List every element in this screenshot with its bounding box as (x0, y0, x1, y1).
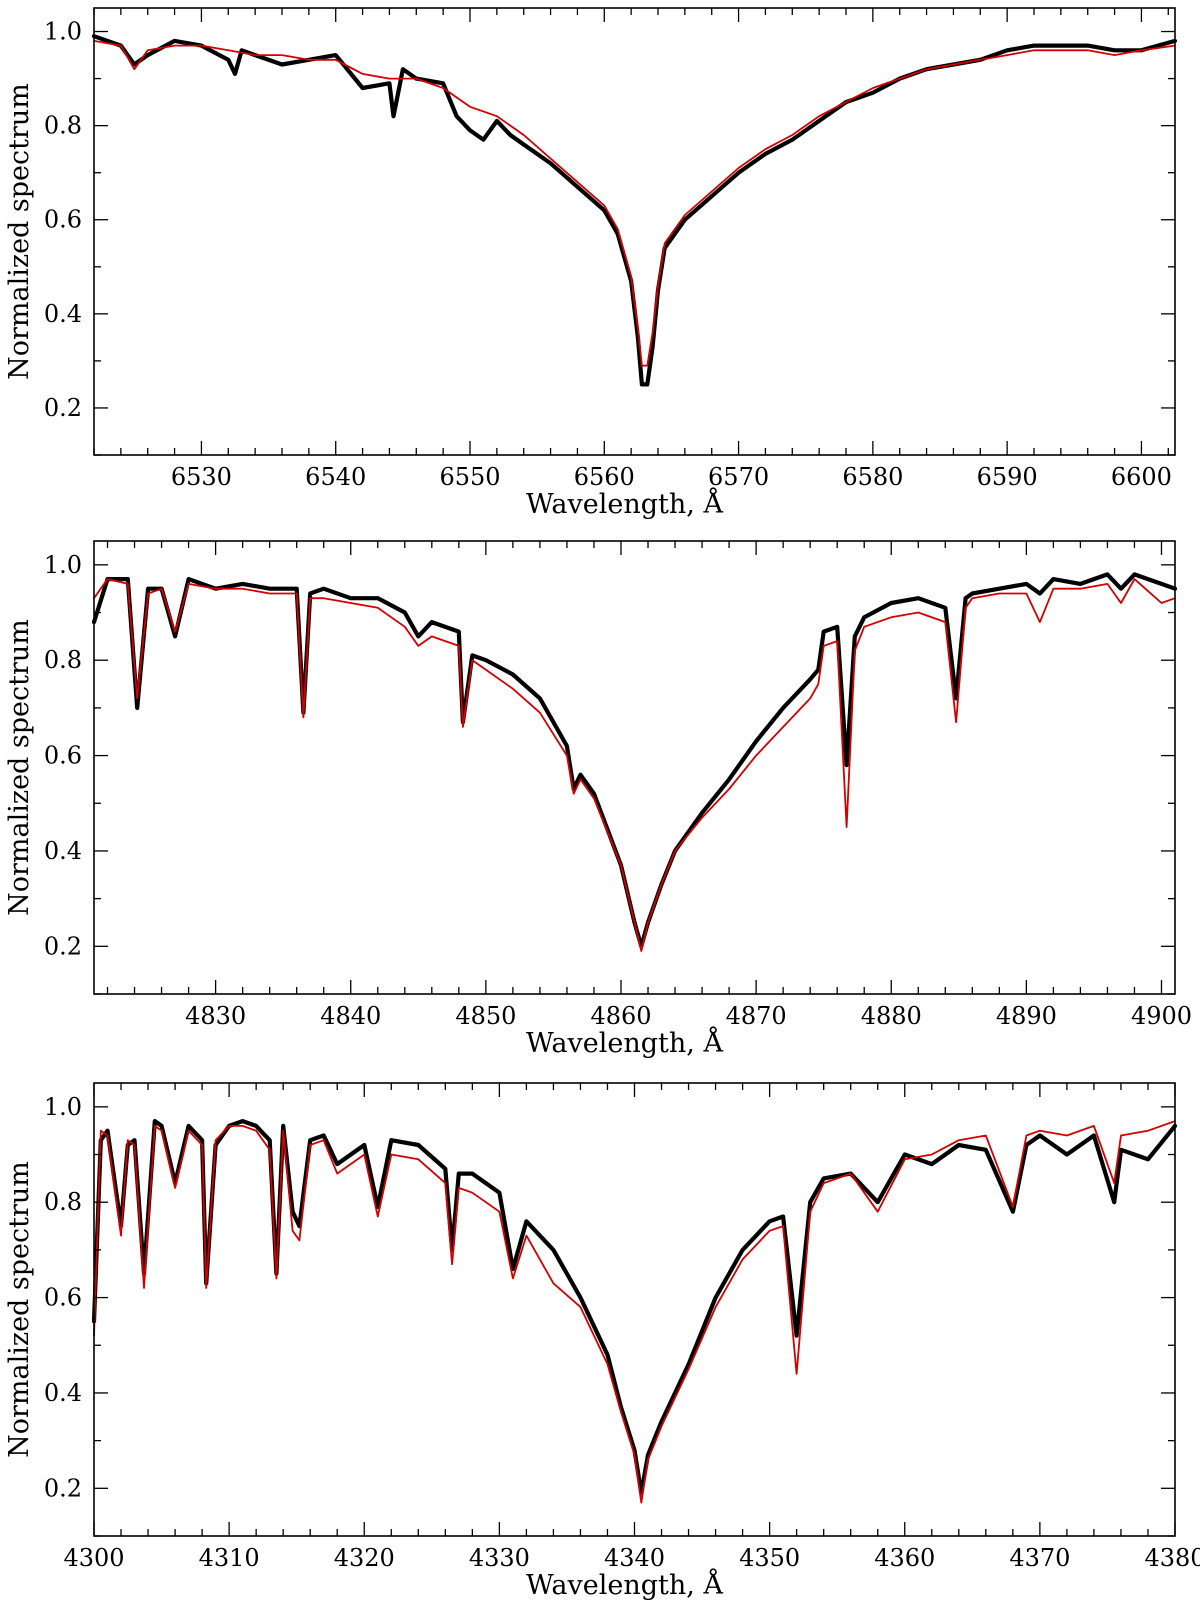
x-tick-label: 4880 (861, 1002, 922, 1030)
x-tick-label: 6530 (171, 463, 232, 491)
x-tick-label: 6540 (305, 463, 366, 491)
x-tick-label: 6600 (1111, 463, 1172, 491)
x-tick-label: 4840 (320, 1002, 381, 1030)
x-tick-label: 4380 (1144, 1544, 1200, 1572)
y-tick-label: 0.4 (44, 300, 82, 328)
x-tick-label: 6580 (842, 463, 903, 491)
x-tick-label: 4360 (874, 1544, 935, 1572)
plot-frame (93, 540, 1176, 995)
x-tick-label: 6590 (977, 463, 1038, 491)
y-tick-label: 0.6 (44, 206, 82, 234)
series-model-line (93, 1120, 1176, 1504)
y-tick-label: 1.0 (44, 18, 82, 46)
y-tick-label: 0.4 (44, 1379, 82, 1407)
x-tick-label: 4890 (996, 1002, 1057, 1030)
series-model-line (93, 578, 1176, 952)
series-model-line (93, 40, 1176, 367)
x-tick-label: 4340 (604, 1544, 665, 1572)
x-tick-label: 4330 (469, 1544, 530, 1572)
x-tick-label: 6560 (574, 463, 635, 491)
y-tick-label: 1.0 (44, 1093, 82, 1121)
y-tick-label: 0.8 (44, 1188, 82, 1216)
x-tick-label: 4320 (334, 1544, 395, 1572)
chart-panel-1: 6530 6540 6550 6560 6570 6580 6590 6600 0.2 0.4 0.… (4, 7, 1178, 520)
y-tick-label: 0.6 (44, 1284, 82, 1312)
x-tick-label: 4350 (739, 1544, 800, 1572)
y-tick-label: 0.6 (44, 742, 82, 770)
y-tick-label: 1.0 (44, 551, 82, 579)
y-axis-label: Normalized spectrum (4, 83, 35, 380)
x-tick-label: 4370 (1009, 1544, 1070, 1572)
y-axis-label: Normalized spectrum (4, 1161, 35, 1458)
y-tick-label: 0.8 (44, 112, 82, 140)
x-tick-label: 4900 (1131, 1002, 1192, 1030)
x-axis-label: Wavelength, Å (526, 487, 723, 520)
y-axis-label: Normalized spectrum (4, 619, 35, 916)
plot-frame (93, 1082, 1176, 1537)
x-tick-label: 4850 (455, 1002, 516, 1030)
y-tick-label: 0.8 (44, 646, 82, 674)
chart-panel-3: 4300 4310 4320 4330 4340 4350 4360 4370 4380 0.2 0… (4, 1082, 1200, 1601)
series-observed-line (91, 1119, 1178, 1496)
chart-panel-2: 4830 4840 4850 4860 4870 4880 4890 4900 0.2 0.4 0.… (4, 540, 1192, 1059)
y-tick-label: 0.2 (44, 1474, 82, 1502)
plot-frame (93, 7, 1176, 456)
x-tick-label: 6550 (439, 463, 500, 491)
series-observed-line (91, 34, 1178, 387)
y-tick-label: 0.2 (44, 932, 82, 960)
x-axis-label: Wavelength, Å (526, 1568, 723, 1601)
x-tick-label: 4300 (63, 1544, 124, 1572)
x-tick-label: 4870 (726, 1002, 787, 1030)
y-tick-label: 0.2 (44, 394, 82, 422)
x-tick-label: 4830 (185, 1002, 246, 1030)
series-observed-line (91, 572, 1178, 949)
x-axis-label: Wavelength, Å (526, 1026, 723, 1059)
x-tick-label: 6570 (708, 463, 769, 491)
x-tick-label: 4860 (590, 1002, 651, 1030)
x-tick-label: 4310 (199, 1544, 260, 1572)
y-tick-label: 0.4 (44, 837, 82, 865)
